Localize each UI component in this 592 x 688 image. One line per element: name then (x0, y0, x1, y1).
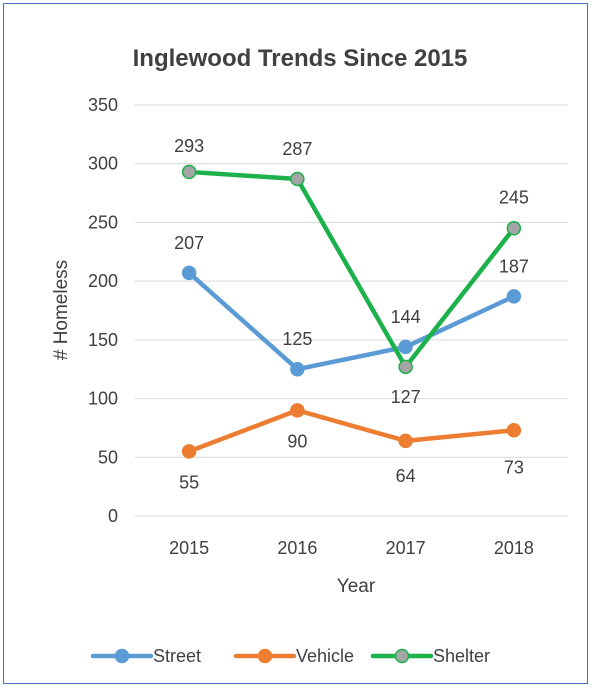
legend-label-street: Street (153, 646, 201, 666)
data-point-street (506, 289, 522, 304)
y-tick-label: 0 (108, 506, 118, 526)
x-axis-label: Year (337, 576, 376, 597)
legend: Street Vehicle Shelter (90, 646, 490, 666)
data-label-street: 187 (499, 256, 529, 276)
data-point-vehicle (181, 444, 197, 459)
data-label-vehicle: 64 (396, 466, 416, 486)
y-tick-labels: 0 50 100 150 200 250 300 350 (88, 95, 118, 526)
y-tick-label: 350 (88, 95, 118, 115)
data-label-vehicle: 73 (504, 457, 524, 477)
x-tick-label: 2015 (169, 538, 209, 558)
data-point-vehicle (506, 423, 522, 438)
series-line-vehicle (186, 408, 517, 454)
data-label-street: 207 (174, 233, 204, 253)
data-label-street: 144 (391, 307, 421, 327)
data-label-shelter: 287 (282, 139, 312, 159)
data-label-vehicle: 55 (179, 472, 199, 492)
data-label-street: 125 (282, 329, 312, 349)
data-point-shelter (181, 164, 197, 180)
data-label-shelter: 293 (174, 136, 204, 156)
data-label-shelter: 245 (499, 187, 529, 207)
x-tick-label: 2018 (494, 538, 534, 558)
y-tick-label: 200 (88, 271, 118, 291)
data-label-shelter: 127 (391, 387, 421, 407)
data-point-street (398, 339, 413, 355)
legend-marker-street (114, 648, 130, 664)
legend-marker-vehicle (257, 648, 273, 664)
x-tick-label: 2017 (386, 538, 426, 558)
legend-marker-shelter (394, 648, 410, 664)
y-tick-label: 300 (88, 154, 118, 174)
chart-frame (3, 3, 588, 684)
data-point-vehicle (398, 433, 413, 449)
data-labels-layer: 207 125 144 187 55 90 64 73 293 287 127 245 (174, 136, 529, 492)
series-layer (181, 164, 522, 459)
data-label-vehicle: 90 (287, 431, 307, 451)
x-tick-labels: 2015 2016 2017 2018 (169, 538, 534, 558)
grid-layer (135, 104, 568, 517)
chart-title: Inglewood Trends Since 2015 (133, 45, 468, 72)
y-axis-label: # Homeless (51, 260, 72, 360)
data-point-street (290, 361, 305, 377)
data-point-shelter (506, 221, 522, 236)
y-tick-label: 100 (88, 389, 118, 409)
x-tick-label: 2016 (277, 538, 317, 558)
series-line-shelter (186, 169, 517, 370)
data-point-vehicle (290, 403, 305, 418)
data-point-street (181, 265, 197, 281)
y-tick-label: 50 (98, 447, 118, 467)
data-point-shelter (398, 359, 413, 375)
legend-label-vehicle: Vehicle (296, 646, 354, 666)
y-tick-label: 150 (88, 330, 118, 350)
series-line-street (186, 270, 517, 372)
legend-label-shelter: Shelter (433, 646, 490, 666)
y-tick-label: 250 (88, 212, 118, 232)
data-point-shelter (290, 171, 305, 187)
